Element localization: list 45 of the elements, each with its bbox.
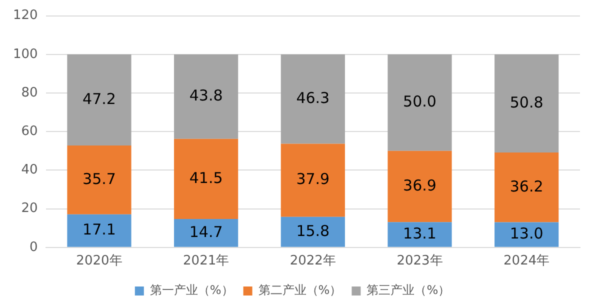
data-label: 36.9 xyxy=(403,176,436,194)
data-label: 36.2 xyxy=(510,177,544,196)
bar xyxy=(280,216,345,247)
data-label: 14.7 xyxy=(189,222,223,241)
y-tick-label: 120 xyxy=(12,8,38,24)
bar xyxy=(174,54,238,139)
data-label: 17.1 xyxy=(82,220,116,239)
x-tick-label: 2023年 xyxy=(396,254,443,269)
bar xyxy=(388,150,452,222)
legend-label: 第二产业（%） xyxy=(258,283,342,298)
bar xyxy=(280,144,345,217)
x-tick-label: 2021年 xyxy=(183,254,230,269)
bar xyxy=(67,214,132,247)
data-label: 41.5 xyxy=(189,168,223,187)
data-label: 46.3 xyxy=(296,88,330,107)
data-label: 47.2 xyxy=(82,90,116,108)
data-label: 50.8 xyxy=(510,93,544,112)
bar xyxy=(494,222,559,247)
data-label: 15.8 xyxy=(296,222,330,240)
bar xyxy=(494,54,559,152)
y-tick-label: 40 xyxy=(21,162,38,178)
bar xyxy=(67,145,132,214)
y-tick-label: 0 xyxy=(30,240,38,255)
y-tick-label: 100 xyxy=(12,46,38,62)
data-label: 13.1 xyxy=(403,224,436,242)
data-label: 43.8 xyxy=(189,86,223,105)
bar xyxy=(494,152,559,222)
y-tick-label: 60 xyxy=(21,124,38,139)
x-tick-label: 2020年 xyxy=(76,254,122,269)
bar xyxy=(67,54,132,146)
data-label: 37.9 xyxy=(296,170,330,188)
bar xyxy=(174,138,238,220)
y-tick-label: 20 xyxy=(21,201,38,216)
bar xyxy=(388,222,452,247)
data-label: 35.7 xyxy=(82,170,116,188)
x-tick-label: 2022年 xyxy=(290,254,336,269)
y-tick-label: 80 xyxy=(21,85,38,100)
bar xyxy=(174,219,238,247)
legend-label: 第一产业（%） xyxy=(150,283,234,298)
x-tick-label: 2024年 xyxy=(504,254,550,269)
bar xyxy=(280,54,345,144)
data-label: 50.0 xyxy=(403,92,436,111)
bar xyxy=(388,54,452,151)
legend-label: 第三产业（%） xyxy=(366,283,450,298)
data-label: 13.0 xyxy=(510,224,544,242)
